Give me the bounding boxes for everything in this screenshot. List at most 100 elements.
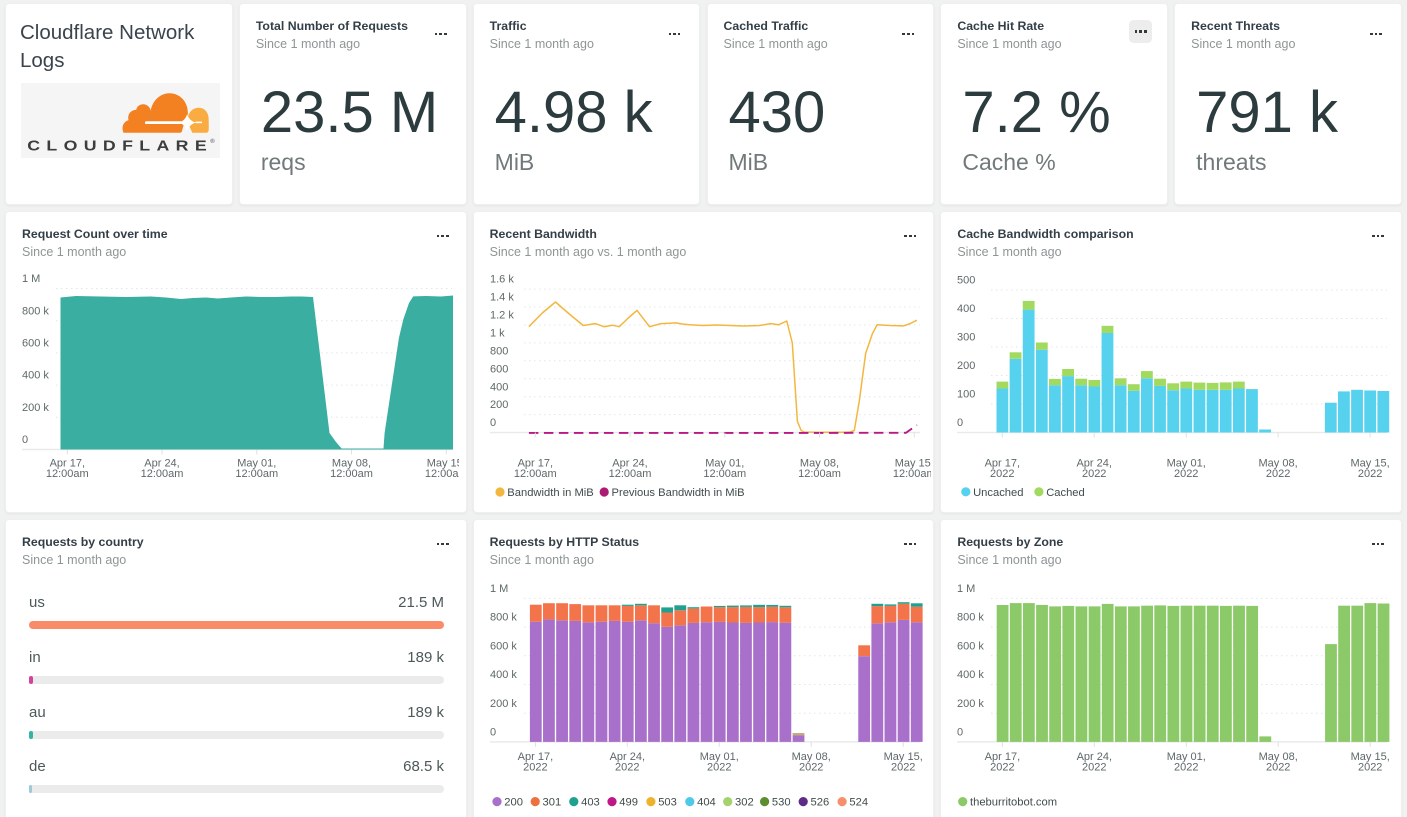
svg-text:2022: 2022	[1174, 468, 1198, 480]
svg-text:1 M: 1 M	[957, 583, 975, 595]
svg-text:400 k: 400 k	[957, 669, 984, 681]
svg-text:600 k: 600 k	[957, 640, 984, 652]
svg-text:2022: 2022	[523, 762, 547, 774]
svg-text:800 k: 800 k	[957, 612, 984, 624]
svg-text:400: 400	[490, 381, 508, 393]
svg-text:theburritobot.com: theburritobot.com	[970, 797, 1057, 809]
svg-text:May 15,: May 15,	[427, 458, 459, 470]
svg-text:May 01,: May 01,	[1167, 751, 1206, 763]
svg-text:May 15,: May 15,	[894, 458, 931, 470]
svg-text:2022: 2022	[990, 762, 1014, 774]
svg-text:Cached: Cached	[1047, 487, 1086, 499]
svg-text:1 k: 1 k	[490, 328, 505, 340]
svg-text:404: 404	[697, 797, 716, 809]
svg-text:2022: 2022	[990, 468, 1014, 480]
svg-text:May 08,: May 08,	[791, 751, 830, 763]
svg-text:0: 0	[957, 417, 963, 429]
svg-text:0: 0	[22, 434, 28, 446]
svg-text:12:00am: 12:00am	[703, 468, 746, 480]
svg-text:1.2 k: 1.2 k	[490, 310, 514, 322]
svg-text:2022: 2022	[891, 762, 915, 774]
svg-text:200: 200	[490, 399, 508, 411]
svg-text:12:00am: 12:00am	[46, 468, 89, 480]
svg-text:200: 200	[504, 797, 523, 809]
svg-text:2022: 2022	[1082, 468, 1106, 480]
svg-text:May 08,: May 08,	[1259, 751, 1298, 763]
svg-text:Apr 24,: Apr 24,	[612, 458, 647, 470]
svg-text:Apr 24,: Apr 24,	[1077, 458, 1112, 470]
svg-text:May 01,: May 01,	[705, 458, 744, 470]
svg-text:1 M: 1 M	[22, 273, 40, 285]
svg-text:2022: 2022	[1266, 762, 1290, 774]
svg-text:800 k: 800 k	[490, 612, 517, 624]
svg-text:Apr 17,: Apr 17,	[985, 751, 1020, 763]
svg-text:100: 100	[957, 389, 975, 401]
svg-text:200 k: 200 k	[490, 698, 517, 710]
svg-text:400 k: 400 k	[490, 669, 517, 681]
svg-text:May 01,: May 01,	[1167, 458, 1206, 470]
svg-text:0: 0	[490, 417, 496, 429]
svg-text:12:00am: 12:00am	[798, 468, 841, 480]
svg-text:2022: 2022	[1358, 762, 1382, 774]
svg-text:0: 0	[957, 727, 963, 739]
svg-text:300: 300	[957, 332, 975, 344]
svg-text:524: 524	[849, 797, 868, 809]
svg-text:May 08,: May 08,	[1259, 458, 1298, 470]
svg-text:May 15,: May 15,	[1351, 458, 1390, 470]
svg-text:526: 526	[810, 797, 829, 809]
svg-text:200 k: 200 k	[22, 402, 49, 414]
svg-text:500: 500	[957, 275, 975, 287]
svg-text:1.4 k: 1.4 k	[490, 292, 514, 304]
svg-text:2022: 2022	[1266, 468, 1290, 480]
svg-text:600: 600	[490, 363, 508, 375]
svg-text:400: 400	[957, 303, 975, 315]
svg-text:12:00am: 12:00am	[514, 468, 557, 480]
svg-text:Apr 17,: Apr 17,	[985, 458, 1020, 470]
svg-text:12:00am: 12:00am	[141, 468, 184, 480]
svg-text:®: ®	[210, 138, 215, 145]
svg-text:May 15,: May 15,	[883, 751, 922, 763]
svg-text:12:00am: 12:00am	[425, 468, 459, 480]
svg-text:Apr 17,: Apr 17,	[517, 458, 552, 470]
svg-text:403: 403	[581, 797, 600, 809]
svg-text:800 k: 800 k	[22, 305, 49, 317]
svg-text:Bandwidth in MiB: Bandwidth in MiB	[507, 487, 593, 499]
svg-text:12:00am: 12:00am	[330, 468, 373, 480]
svg-text:May 08,: May 08,	[800, 458, 839, 470]
svg-text:12:00am: 12:00am	[893, 468, 932, 480]
svg-text:499: 499	[619, 797, 638, 809]
svg-text:2022: 2022	[1082, 762, 1106, 774]
svg-text:503: 503	[658, 797, 677, 809]
svg-text:Uncached: Uncached	[973, 487, 1023, 499]
svg-text:2022: 2022	[707, 762, 731, 774]
svg-text:200: 200	[957, 360, 975, 372]
svg-text:600 k: 600 k	[490, 640, 517, 652]
svg-text:Apr 24,: Apr 24,	[144, 458, 179, 470]
svg-text:530: 530	[772, 797, 791, 809]
svg-text:800: 800	[490, 345, 508, 357]
svg-text:302: 302	[735, 797, 754, 809]
svg-text:May 15,: May 15,	[1351, 751, 1390, 763]
svg-text:2022: 2022	[1358, 468, 1382, 480]
svg-text:1.6 k: 1.6 k	[490, 274, 514, 286]
svg-text:Previous Bandwidth in MiB: Previous Bandwidth in MiB	[611, 487, 744, 499]
svg-text:2022: 2022	[615, 762, 639, 774]
svg-text:May 01,: May 01,	[699, 751, 738, 763]
svg-text:0: 0	[490, 727, 496, 739]
svg-text:May 08,: May 08,	[332, 458, 371, 470]
svg-text:Apr 17,: Apr 17,	[517, 751, 552, 763]
svg-text:12:00am: 12:00am	[608, 468, 651, 480]
svg-text:200 k: 200 k	[957, 698, 984, 710]
svg-text:1 M: 1 M	[490, 583, 508, 595]
svg-text:Apr 24,: Apr 24,	[1077, 751, 1112, 763]
svg-text:400 k: 400 k	[22, 370, 49, 382]
svg-text:CLOUDFLARE: CLOUDFLARE	[27, 138, 213, 154]
svg-text:Apr 17,: Apr 17,	[50, 458, 85, 470]
svg-text:12:00am: 12:00am	[235, 468, 278, 480]
svg-text:May 01,: May 01,	[237, 458, 276, 470]
svg-text:Apr 24,: Apr 24,	[609, 751, 644, 763]
svg-text:2022: 2022	[1174, 762, 1198, 774]
svg-text:301: 301	[542, 797, 561, 809]
svg-text:2022: 2022	[799, 762, 823, 774]
svg-text:600 k: 600 k	[22, 338, 49, 350]
